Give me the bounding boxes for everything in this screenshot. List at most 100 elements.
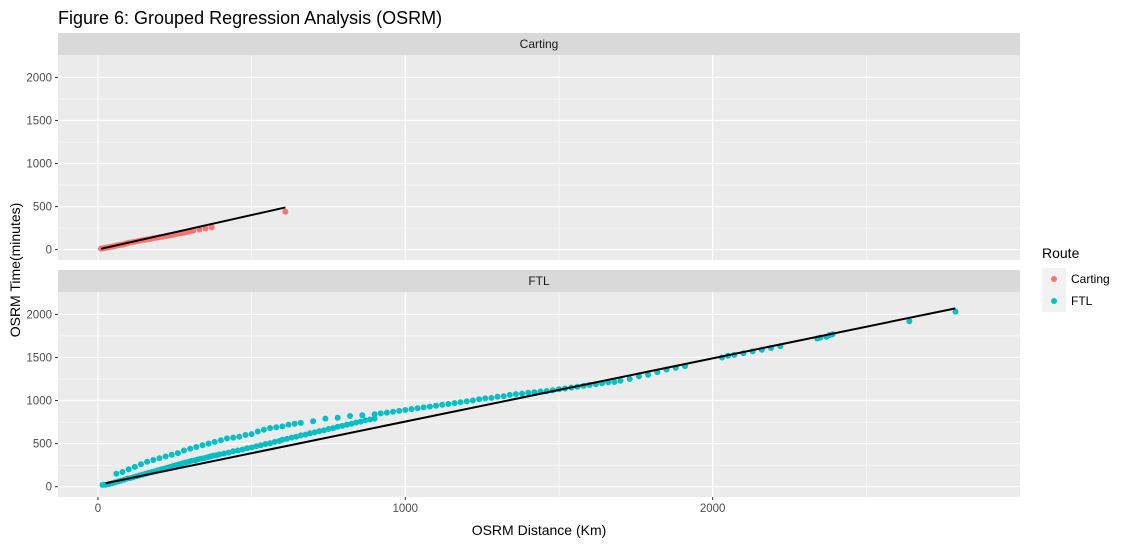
data-point-ftl — [469, 397, 476, 404]
data-point-ftl — [433, 402, 439, 409]
regression-line — [100, 206, 286, 250]
data-point-ftl — [248, 431, 255, 438]
data-point-ftl — [476, 396, 483, 403]
data-point-ftl — [224, 435, 230, 442]
strip-background-ftl — [58, 270, 1020, 292]
data-point-ftl — [236, 433, 243, 440]
data-point-ftl — [254, 428, 261, 435]
data-point-ftl — [439, 401, 446, 408]
data-point-ftl — [396, 407, 403, 414]
strip-label-carting: Carting — [520, 37, 559, 51]
data-point-ftl — [525, 389, 532, 396]
data-point-ftl — [316, 428, 323, 435]
x-tick-label: 2000 — [700, 503, 726, 515]
data-point-ftl — [125, 466, 132, 473]
strip-background-carting — [58, 33, 1020, 55]
data-point-ftl — [162, 453, 169, 460]
data-point-carting — [282, 208, 289, 215]
data-point-ftl — [320, 427, 327, 434]
data-point-ftl — [390, 408, 396, 415]
data-point-ftl — [119, 469, 126, 475]
data-point-ftl — [322, 415, 329, 422]
data-point-ftl — [494, 393, 501, 400]
data-point-carting — [202, 225, 209, 232]
data-point-ftl — [217, 437, 224, 444]
y-tick-label: 500 — [33, 202, 52, 214]
x-tick-label: 1000 — [393, 503, 419, 515]
data-point-ftl — [519, 390, 526, 397]
data-point-ftl — [230, 448, 237, 455]
legend: Route Carting FTL — [1042, 245, 1110, 312]
data-point-ftl — [244, 445, 250, 452]
data-point-ftl — [488, 394, 495, 401]
data-point-ftl — [199, 442, 206, 449]
data-point-ftl — [334, 423, 341, 430]
legend-label-ftl: FTL — [1071, 294, 1093, 308]
data-point-ftl — [348, 420, 355, 427]
data-point-ftl — [297, 432, 304, 439]
data-point-ftl — [457, 399, 464, 406]
data-point-ftl — [253, 443, 260, 450]
data-point-ftl — [310, 418, 317, 425]
data-point-ftl — [451, 400, 458, 407]
data-point-ftl — [187, 445, 194, 452]
data-point-ftl — [239, 446, 246, 453]
data-point-ftl — [482, 395, 489, 402]
data-point-ftl — [426, 403, 433, 410]
y-tick-label: 500 — [33, 439, 52, 451]
data-point-ftl — [377, 410, 384, 417]
data-point-ftl — [242, 432, 249, 438]
data-point-ftl — [138, 461, 144, 468]
data-point-ftl — [260, 426, 267, 433]
strip-label-ftl: FTL — [528, 274, 550, 288]
y-ticks-ftl: 0 500 1000 1500 2000 — [26, 309, 58, 494]
data-point-ftl — [293, 433, 300, 440]
y-tick-label: 0 — [46, 482, 52, 494]
data-point-ftl — [248, 444, 255, 451]
y-tick-label: 1000 — [26, 159, 52, 171]
data-point-ftl — [279, 423, 286, 430]
panel-ftl: FTL 0 500 1000 1500 2000 — [26, 270, 1020, 497]
legend-label-carting: Carting — [1071, 272, 1110, 286]
data-point-ftl — [234, 447, 241, 454]
data-point-ftl — [285, 421, 292, 428]
y-tick-label: 1000 — [26, 396, 52, 408]
data-point-ftl — [367, 416, 373, 423]
data-point-ftl — [193, 444, 200, 450]
data-point-ftl — [131, 463, 138, 470]
data-point-ftl — [174, 450, 181, 457]
legend-marker-ftl — [1051, 298, 1057, 304]
regression-line-ftl — [105, 307, 956, 485]
gridlines-ftl — [58, 292, 1020, 497]
regression-line-carting — [100, 206, 286, 250]
data-point-ftl — [371, 415, 378, 422]
x-tick-label: 0 — [95, 503, 101, 515]
data-point-ftl — [339, 422, 346, 429]
data-point-ftl — [205, 440, 212, 447]
data-point-ftl — [291, 420, 298, 427]
x-ticks: 0 1000 2000 — [95, 497, 726, 515]
data-point-ftl — [343, 421, 350, 428]
x-axis-title: OSRM Distance (Km) — [472, 522, 607, 538]
data-point-ftl — [408, 406, 415, 413]
data-point-ftl — [906, 318, 913, 325]
data-point-ftl — [113, 470, 120, 477]
y-tick-label: 0 — [46, 245, 52, 257]
data-point-ftl — [302, 431, 309, 438]
chart-title: Figure 6: Grouped Regression Analysis (O… — [58, 8, 442, 28]
data-point-ftl — [307, 430, 313, 437]
data-point-ftl — [273, 424, 280, 431]
y-axis-title: OSRM Time(minutes) — [7, 203, 23, 338]
data-point-carting — [208, 224, 215, 231]
data-point-ftl — [362, 417, 369, 424]
data-point-ftl — [383, 409, 390, 416]
data-point-ftl — [156, 455, 163, 462]
data-point-ftl — [445, 401, 452, 407]
y-tick-label: 2000 — [26, 72, 52, 84]
data-point-ftl — [617, 377, 624, 384]
data-point-ftl — [357, 418, 364, 425]
legend-title: Route — [1042, 245, 1080, 261]
legend-marker-carting — [1051, 276, 1057, 282]
data-point-ftl — [414, 405, 421, 412]
